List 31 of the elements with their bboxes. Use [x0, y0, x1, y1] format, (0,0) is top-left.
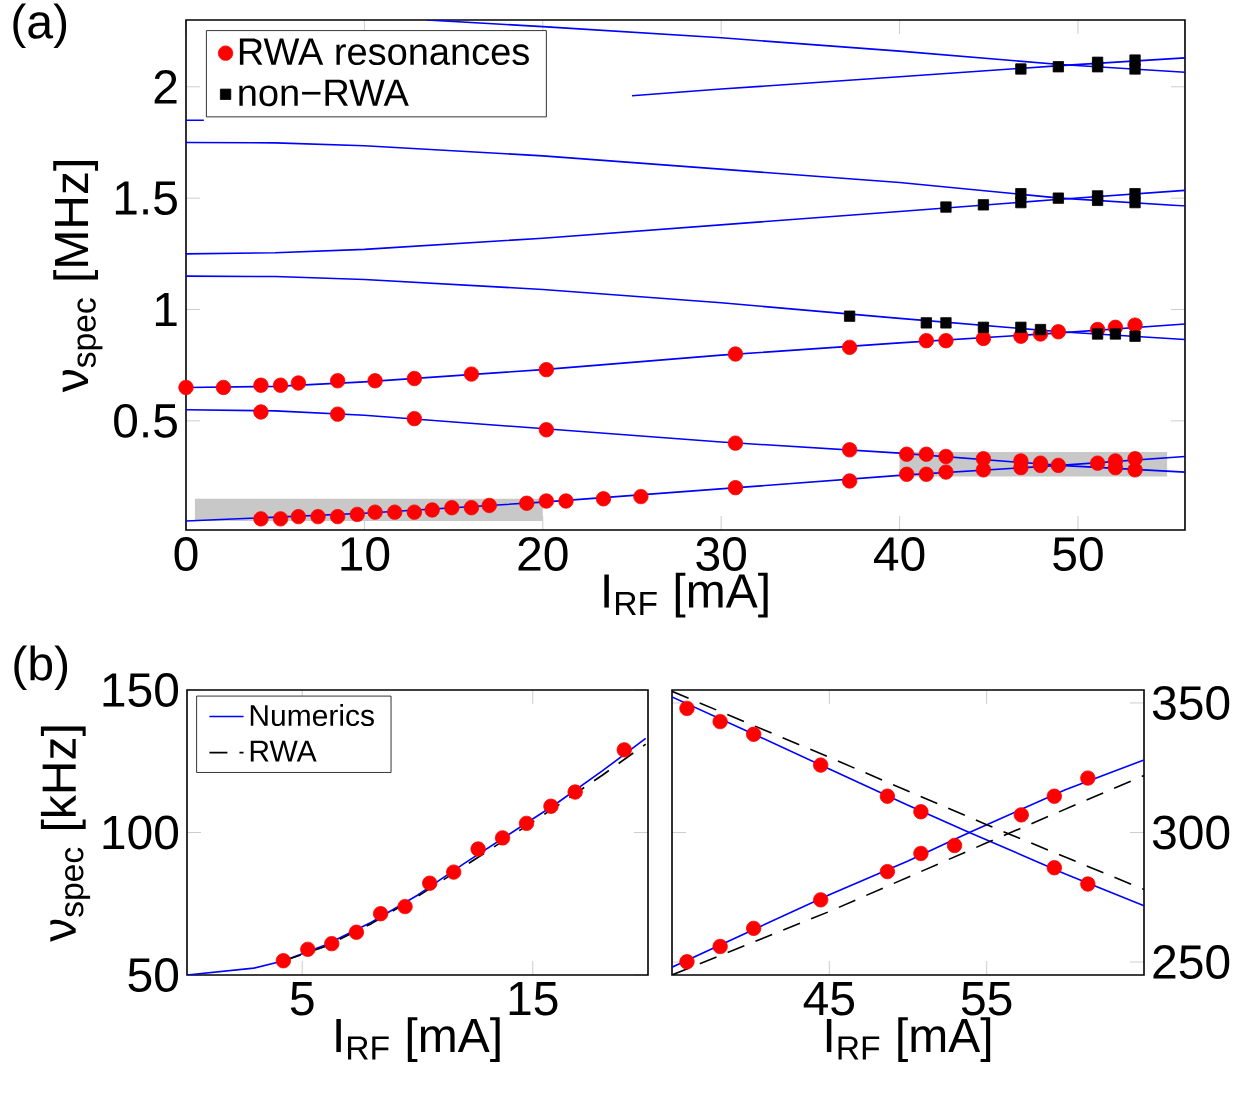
- x-tick-label: 10: [341, 537, 390, 572]
- x-axis-title: I$_{RF}$ [mA]: [604, 572, 768, 618]
- x-tick-label: 20: [518, 537, 568, 572]
- x-tick-label: 15: [509, 982, 558, 1016]
- y-tick-label: 1.5: [115, 181, 177, 215]
- y-axis-title: ν$_{spec}$ [MHz]: [53, 161, 103, 393]
- x-tick-label: 0: [174, 537, 198, 572]
- x-tick-label: 55: [961, 982, 1012, 1016]
- x-tick-label: 40: [873, 537, 925, 572]
- x-axis-title: I$_{RF}$ [mA]: [336, 1017, 500, 1063]
- text: (b): [14, 645, 68, 691]
- legend-label: RWA: [250, 740, 317, 762]
- y2-tick-label: 350: [1152, 685, 1230, 720]
- y2-tick-label: 250: [1153, 945, 1230, 980]
- legend-label: RWA resonances: [239, 38, 529, 66]
- y-tick-label: 0.5: [114, 403, 177, 438]
- legend-label: Numerics: [250, 704, 374, 727]
- x-tick-label: 5: [290, 982, 314, 1016]
- y2-tick-label: 300: [1152, 815, 1230, 850]
- y-tick-label: 150: [103, 673, 179, 707]
- x-axis-title: I$_{RF}$ [mA]: [826, 1017, 991, 1063]
- x-tick-label: 50: [1053, 537, 1103, 572]
- legend-label: non−RWA: [239, 79, 409, 107]
- x-tick-label: 45: [803, 982, 855, 1016]
- y-tick-label: 2: [154, 70, 177, 104]
- text: (a): [13, 3, 67, 49]
- y-tick-label: 1: [155, 292, 177, 327]
- y-tick-label: 100: [103, 815, 179, 850]
- y-tick-label: 50: [128, 958, 179, 992]
- x-tick-label: 30: [696, 537, 746, 572]
- y-axis-title: ν$_{spec}$ [kHz]: [40, 726, 91, 942]
